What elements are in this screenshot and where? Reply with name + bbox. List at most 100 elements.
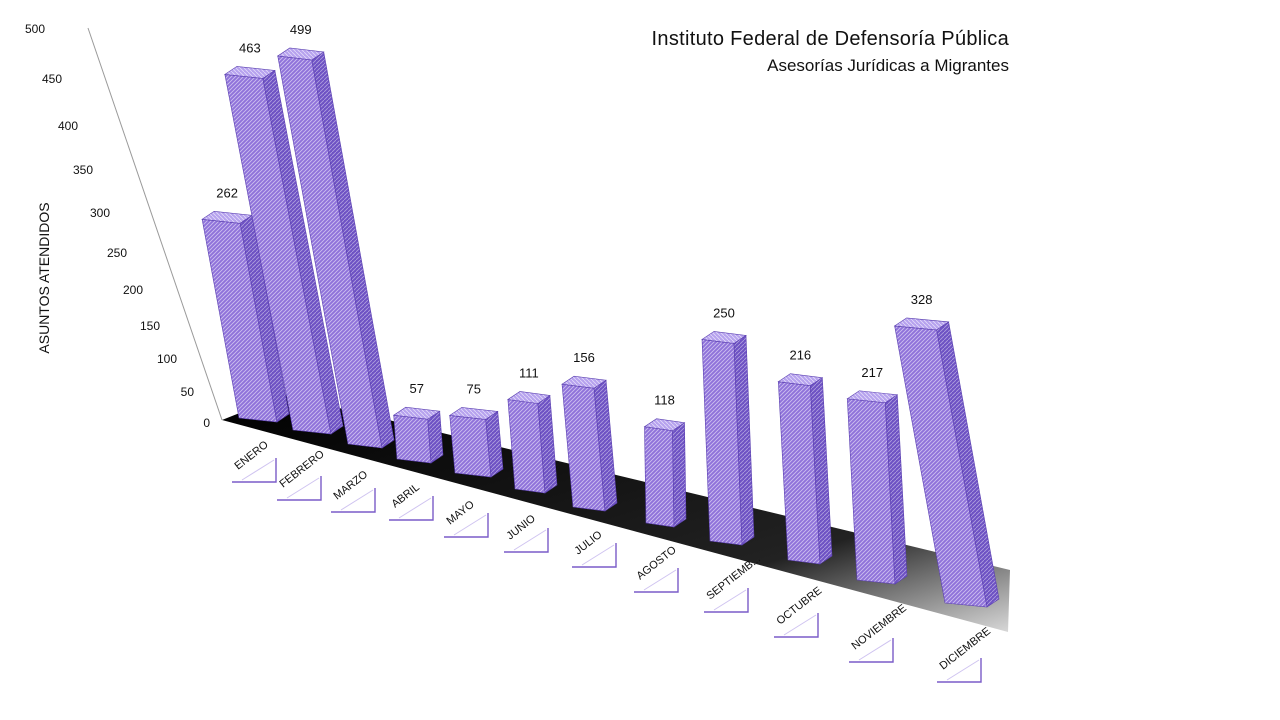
chart-subtitle: Asesorías Jurídicas a Migrantes	[767, 56, 1009, 75]
category-tick-diagonal	[713, 589, 747, 611]
category-tick-mark	[232, 458, 277, 483]
y-tick-label: 300	[90, 206, 110, 220]
category-label: MAYO	[444, 498, 477, 527]
chart-title-line1: Instituto Federal de Defensoría Pública	[651, 28, 1009, 50]
category-tick-mark	[634, 568, 679, 593]
category-label-group: DICIEMBRE	[937, 625, 993, 683]
category-label: ENERO	[232, 439, 271, 473]
category-tick-mark	[331, 488, 376, 513]
category-tick-diagonal	[513, 529, 547, 551]
category-label: OCTUBRE	[774, 585, 824, 628]
bar	[223, 66, 344, 435]
value-label: 216	[789, 348, 811, 363]
y-tick-label: 350	[73, 163, 93, 177]
bar-top	[846, 390, 899, 404]
bar	[777, 373, 833, 565]
category-tick-diagonal	[286, 477, 320, 499]
category-tick-mark	[849, 638, 894, 663]
category-tick-mark	[277, 476, 322, 501]
category-tick-mark	[389, 496, 434, 521]
chart-title: Instituto Federal de Defensoría Pública …	[652, 26, 1009, 78]
bar	[846, 390, 908, 585]
category-label: ABRIL	[389, 481, 421, 510]
category-label: JULIO	[572, 528, 604, 557]
bar	[643, 418, 687, 528]
category-tick-mark	[504, 528, 549, 553]
category-tick-diagonal	[783, 614, 817, 636]
y-tick-label: 450	[42, 72, 62, 86]
category-label-group: AGOSTO	[634, 544, 679, 593]
bar	[701, 331, 755, 546]
y-tick-label: 0	[203, 416, 210, 430]
bar	[893, 317, 1000, 608]
bar-top	[643, 418, 686, 432]
bar	[392, 406, 444, 464]
y-tick-label: 150	[140, 319, 160, 333]
y-tick-label: 400	[58, 119, 78, 133]
category-label-group: JULIO	[572, 528, 617, 568]
category-tick-diagonal	[581, 544, 615, 566]
bar-front	[644, 426, 675, 528]
category-label: MARZO	[331, 468, 370, 502]
y-tick-label: 200	[123, 283, 143, 297]
category-label-group: JUNIO	[504, 512, 549, 553]
bar	[507, 391, 558, 494]
value-label: 328	[911, 292, 933, 307]
category-tick-diagonal	[241, 459, 275, 481]
category-label-group: FEBRERO	[277, 448, 327, 501]
category-label: FEBRERO	[277, 448, 327, 490]
category-tick-diagonal	[946, 659, 980, 681]
bar	[561, 375, 618, 512]
y-tick-label: 250	[107, 246, 127, 260]
bars	[201, 47, 1000, 608]
category-tick-diagonal	[398, 497, 432, 519]
category-label: NOVIEMBRE	[849, 602, 908, 652]
bar-top	[893, 317, 950, 331]
y-axis-line	[87, 27, 223, 421]
category-tick-mark	[444, 513, 489, 538]
bar-top	[448, 407, 499, 420]
category-label: AGOSTO	[634, 544, 679, 583]
category-tick-diagonal	[643, 569, 677, 591]
category-tick-mark	[937, 658, 982, 683]
y-tick-label: 500	[25, 22, 45, 36]
bar-side	[672, 422, 687, 528]
bar-top	[223, 66, 276, 79]
value-labels: 262 463 499 57 75 111 156 118 250 216 217 328	[216, 22, 932, 408]
bar-top	[701, 331, 747, 344]
value-label: 250	[713, 305, 735, 320]
bar	[448, 407, 504, 478]
category-label-group: ABRIL	[389, 481, 434, 521]
category-tick-mark	[774, 613, 819, 638]
category-label-group: ENERO	[232, 439, 277, 483]
value-label: 262	[216, 185, 238, 200]
value-label: 499	[290, 22, 312, 37]
y-tick-label: 50	[181, 385, 195, 399]
value-label: 217	[861, 365, 883, 380]
value-label: 75	[466, 381, 480, 396]
category-tick-diagonal	[453, 514, 487, 536]
value-label: 118	[654, 393, 675, 408]
bar-top	[507, 391, 551, 404]
category-label: SEPTIEMB...	[704, 553, 762, 602]
value-label: 111	[519, 365, 539, 380]
value-label: 156	[573, 350, 595, 365]
y-tick-label: 100	[157, 352, 177, 366]
category-label-group: MAYO	[444, 498, 489, 538]
category-label-group: SEPTIEMB...	[704, 553, 763, 613]
bar-top	[561, 375, 607, 389]
category-tick-mark	[704, 588, 749, 613]
category-label-group: NOVIEMBRE	[849, 602, 909, 663]
bar-front	[449, 415, 492, 478]
bar-top	[392, 406, 441, 420]
category-label-group: OCTUBRE	[774, 585, 824, 638]
bar-top	[777, 373, 824, 386]
category-tick-diagonal	[858, 639, 892, 661]
bar-top	[276, 47, 325, 61]
value-label: 463	[239, 40, 261, 55]
bar-front	[393, 414, 432, 464]
category-label: DICIEMBRE	[937, 625, 993, 672]
y-axis: 0 50 100 150 200 250 300 350 400 450 500	[25, 22, 223, 430]
category-tick-diagonal	[340, 489, 374, 511]
